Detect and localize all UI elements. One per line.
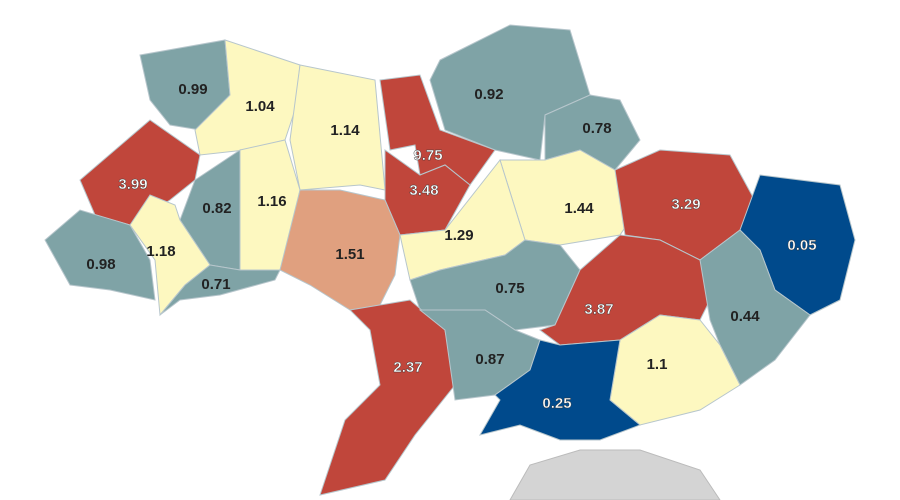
region-value: 9.75 <box>413 147 442 164</box>
region-value: 1.51 <box>335 246 364 263</box>
region-value: 2.37 <box>393 359 422 376</box>
regions <box>44 24 856 496</box>
region-value: 0.25 <box>542 395 571 412</box>
region-value: 1.04 <box>245 98 275 115</box>
region-value: 1.29 <box>444 227 473 244</box>
region <box>44 209 156 301</box>
region-value: 3.48 <box>409 182 438 199</box>
region-value: 0.75 <box>495 280 524 297</box>
region-value: 0.99 <box>178 81 207 98</box>
region-value: 0.98 <box>86 256 115 273</box>
region-value: 0.87 <box>475 351 504 368</box>
region-value: 1.1 <box>647 356 668 373</box>
region-value: 3.87 <box>584 301 613 318</box>
region-value: 0.71 <box>201 276 230 293</box>
region-value: 3.29 <box>671 196 700 213</box>
region-value: 1.14 <box>330 122 360 139</box>
region-value: 3.99 <box>118 176 147 193</box>
region <box>289 64 386 191</box>
labels: 0.99 1.04 1.14 9.75 0.92 0.78 3.99 0.82 1.16 3.48… <box>86 81 816 412</box>
region <box>279 189 401 311</box>
crimea <box>509 449 721 500</box>
region <box>699 229 811 386</box>
region-value: 0.44 <box>730 308 760 325</box>
region-value: 1.16 <box>257 193 286 210</box>
region <box>319 299 456 496</box>
region <box>478 339 641 441</box>
region <box>429 24 591 161</box>
region-value: 0.78 <box>582 120 611 137</box>
region-value: 1.18 <box>146 243 175 260</box>
region-value: 0.05 <box>787 237 816 254</box>
region-value: 0.92 <box>474 86 503 103</box>
region-value: 0.82 <box>202 200 231 217</box>
region-value: 1.44 <box>564 200 594 217</box>
